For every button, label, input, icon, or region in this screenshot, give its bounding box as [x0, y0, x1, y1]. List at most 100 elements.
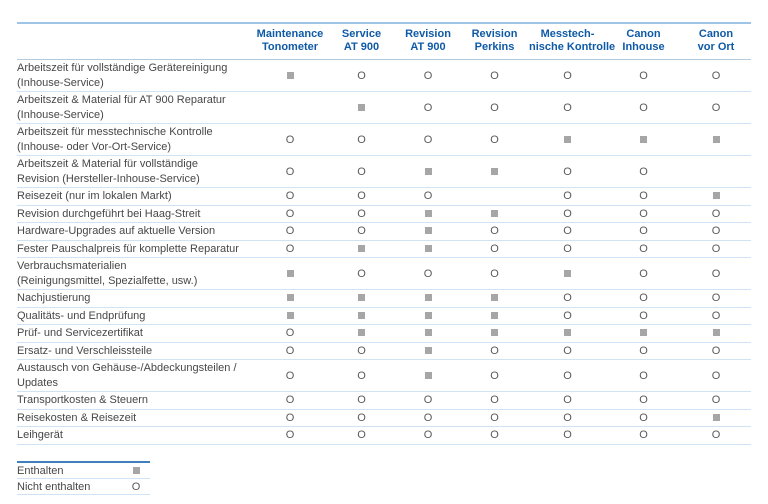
- cell-mark: [396, 205, 460, 223]
- not-included-o-icon: O: [285, 394, 295, 407]
- table-row: Ersatz- und Verschleissteile O O O O O O: [17, 342, 751, 360]
- cell-mark: O: [606, 91, 681, 124]
- row-label: Prüf- und Servicezertifikat: [17, 324, 253, 343]
- cell-mark: [253, 91, 327, 124]
- included-square-icon: [640, 135, 647, 143]
- cell-mark: O: [606, 205, 681, 223]
- column-header-line: Canon: [626, 28, 661, 40]
- cell-mark: [327, 289, 396, 308]
- not-included-o-icon: O: [490, 369, 499, 382]
- cell-mark: [460, 205, 529, 223]
- not-included-o-icon: O: [639, 429, 648, 442]
- included-square-icon: [424, 329, 432, 337]
- table-row: Arbeitszeit für vollständige Gerätereini…: [17, 59, 751, 92]
- row-label-line: Transportkosten & Steuern: [17, 394, 149, 406]
- column-header-3: Revision Perkins: [460, 22, 529, 60]
- row-label-line: Arbeitszeit für messtechnische Kontrolle: [17, 126, 213, 138]
- row-label-line: Updates: [17, 376, 58, 389]
- included-square-icon: [132, 466, 140, 474]
- cell-mark: O: [327, 426, 396, 445]
- not-included-o-icon: O: [423, 394, 433, 407]
- included-square-icon: [286, 311, 294, 319]
- not-included-o-icon: O: [563, 292, 572, 305]
- not-included-o-icon: O: [639, 309, 648, 322]
- not-included-o-icon: O: [711, 429, 721, 442]
- not-included-o-icon: O: [285, 344, 295, 357]
- not-included-o-icon: O: [423, 101, 433, 114]
- not-included-o-icon: O: [423, 411, 433, 424]
- cell-mark: O: [529, 426, 606, 445]
- row-label-line: Hardware-Upgrades auf aktuelle Version: [17, 225, 216, 237]
- column-header-line: Maintenance: [256, 28, 324, 40]
- cell-mark: O: [253, 205, 327, 223]
- cell-mark: O: [606, 359, 681, 392]
- not-included-o-icon: O: [639, 344, 648, 357]
- not-included-o-icon: O: [711, 267, 721, 280]
- not-included-o-icon: O: [285, 165, 295, 178]
- included-square-icon: [424, 346, 432, 354]
- cell-mark: O: [529, 205, 606, 223]
- cell-mark: [327, 240, 396, 258]
- included-square-icon: [424, 209, 432, 217]
- row-label-line: Verbrauchsmaterialien: [17, 260, 127, 272]
- included-square-icon: [491, 167, 498, 175]
- cell-mark: [253, 59, 327, 92]
- row-label: Verbrauchsmaterialien (Reinigungsmittel, …: [17, 257, 253, 290]
- cell-mark: O: [606, 426, 681, 445]
- legend-label: Nicht enthalten: [17, 480, 91, 493]
- row-label-line: (Inhouse-Service): [17, 76, 104, 89]
- cell-mark: [606, 324, 681, 343]
- cell-mark: O: [327, 155, 396, 188]
- cell-mark: O: [681, 359, 751, 392]
- cell-mark: O: [681, 240, 751, 258]
- row-label-line: Prüf- und Servicezertifikat: [17, 327, 143, 339]
- cell-mark: O: [460, 409, 529, 427]
- cell-mark: [253, 289, 327, 308]
- row-label-line: (Inhouse- oder Vor-Ort-Service): [17, 140, 172, 153]
- included-square-icon: [424, 311, 432, 319]
- row-label-line: Arbeitszeit & Material für vollständige: [17, 158, 198, 170]
- cell-mark: [460, 155, 529, 188]
- table-row: Reisezeit (nur im lokalen Markt) O O O O O: [17, 187, 751, 206]
- cell-mark: O: [681, 222, 751, 241]
- table-row: Reisekosten & Reisezeit O O O O O O: [17, 409, 751, 427]
- table-row: Hardware-Upgrades auf aktuelle Version O O…: [17, 222, 751, 241]
- not-included-o-icon: O: [490, 101, 499, 114]
- cell-mark: [396, 240, 460, 258]
- cell-mark: O: [529, 222, 606, 241]
- cell-mark: [327, 324, 396, 343]
- cell-mark: O: [529, 342, 606, 360]
- not-included-o-icon: O: [285, 327, 295, 340]
- not-included-o-icon: O: [563, 344, 572, 357]
- row-label: Arbeitszeit für vollständige Gerätereini…: [17, 59, 253, 92]
- not-included-o-icon: O: [711, 101, 721, 114]
- not-included-o-icon: O: [711, 242, 721, 255]
- not-included-o-icon: O: [711, 225, 721, 238]
- cell-mark: O: [396, 187, 460, 206]
- not-included-o-icon: O: [131, 480, 141, 493]
- cell-mark: O: [253, 155, 327, 188]
- cell-mark: O: [460, 123, 529, 156]
- not-included-o-icon: O: [563, 369, 572, 382]
- cell-mark: O: [529, 307, 606, 325]
- cell-mark: O: [529, 59, 606, 92]
- cell-mark: O: [529, 289, 606, 308]
- not-included-o-icon: O: [357, 394, 366, 407]
- table-row: Arbeitszeit & Material für vollständige R…: [17, 155, 751, 188]
- row-label: Fester Pauschalpreis für komplette Repar…: [17, 240, 253, 258]
- not-included-o-icon: O: [423, 190, 433, 203]
- cell-mark: O: [681, 257, 751, 290]
- cell-mark: [396, 359, 460, 392]
- cell-mark: O: [460, 59, 529, 92]
- not-included-o-icon: O: [639, 394, 648, 407]
- cell-mark: O: [606, 307, 681, 325]
- cell-mark: O: [253, 342, 327, 360]
- cell-mark: [529, 257, 606, 290]
- included-square-icon: [491, 294, 498, 302]
- cell-mark: O: [681, 205, 751, 223]
- not-included-o-icon: O: [639, 411, 648, 424]
- cell-mark: O: [606, 187, 681, 206]
- not-included-o-icon: O: [711, 394, 721, 407]
- cell-mark: O: [606, 59, 681, 92]
- not-included-o-icon: O: [285, 133, 295, 146]
